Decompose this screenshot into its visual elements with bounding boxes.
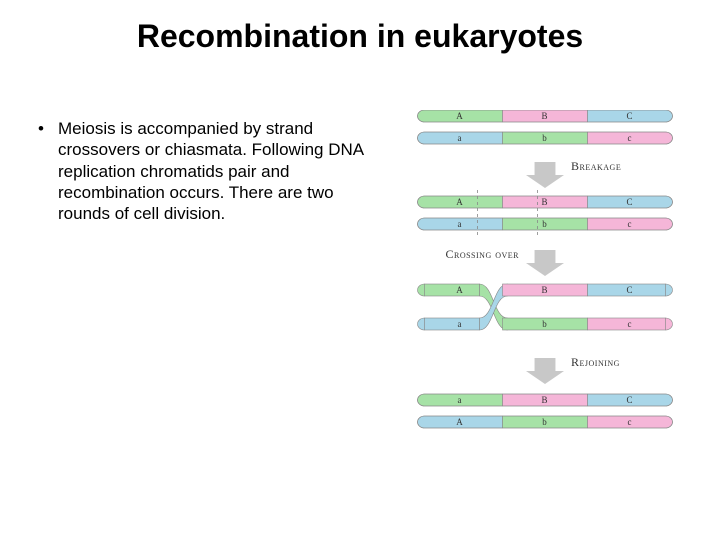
svg-text:c: c xyxy=(628,133,632,143)
svg-text:A: A xyxy=(456,417,463,427)
svg-text:A: A xyxy=(456,197,463,207)
svg-text:a: a xyxy=(458,219,462,229)
svg-text:Rejoining: Rejoining xyxy=(571,355,620,369)
svg-text:C: C xyxy=(626,111,632,121)
svg-text:B: B xyxy=(541,285,547,295)
svg-text:b: b xyxy=(542,417,547,427)
svg-text:b: b xyxy=(542,319,547,329)
svg-text:B: B xyxy=(541,197,547,207)
svg-text:C: C xyxy=(626,395,632,405)
svg-text:c: c xyxy=(628,219,632,229)
bullet-list: • Meiosis is accompanied by strand cross… xyxy=(34,118,364,224)
svg-text:Crossing over: Crossing over xyxy=(445,247,519,261)
bullet-marker: • xyxy=(34,118,58,224)
svg-text:Breakage: Breakage xyxy=(571,159,621,173)
svg-text:C: C xyxy=(626,285,632,295)
svg-text:B: B xyxy=(541,111,547,121)
svg-text:A: A xyxy=(456,111,463,121)
svg-text:a: a xyxy=(458,133,462,143)
page-title: Recombination in eukaryotes xyxy=(0,18,720,55)
recombination-diagram: A B Ca b c Breakage A B Ca b c Crossing over Aa Bb Cc R… xyxy=(395,110,695,520)
svg-text:a: a xyxy=(458,319,462,329)
svg-text:C: C xyxy=(626,197,632,207)
svg-text:c: c xyxy=(628,319,632,329)
svg-text:a: a xyxy=(458,395,462,405)
bullet-text: Meiosis is accompanied by strand crossov… xyxy=(58,118,364,224)
svg-text:b: b xyxy=(542,133,547,143)
svg-text:b: b xyxy=(542,219,547,229)
svg-text:c: c xyxy=(628,417,632,427)
svg-text:B: B xyxy=(541,395,547,405)
svg-text:A: A xyxy=(456,285,463,295)
